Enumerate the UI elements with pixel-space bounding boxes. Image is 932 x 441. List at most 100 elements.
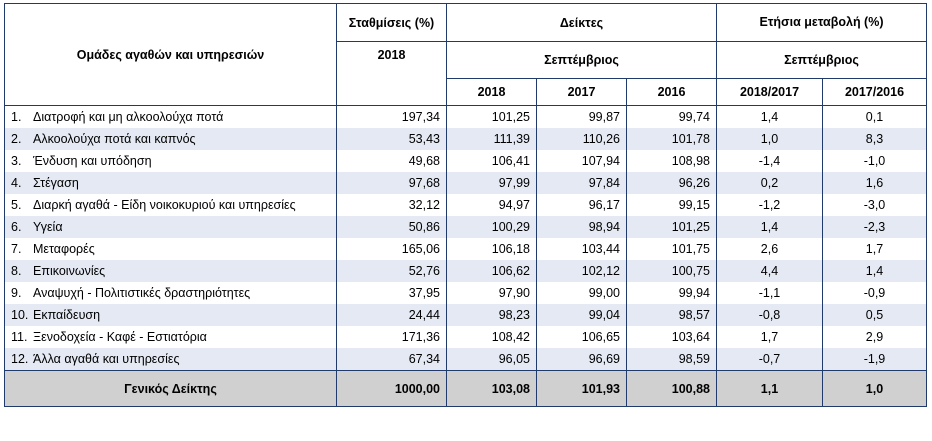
row-number: 3.: [11, 154, 22, 168]
row-index-2017: 96,69: [536, 348, 627, 371]
row-index-2017: 102,12: [536, 260, 627, 282]
row-index-2016: 98,57: [626, 304, 717, 326]
row-index-2018: 97,99: [446, 172, 537, 194]
row-change-2018-2017: 1,7: [716, 326, 823, 348]
row-index-2016: 103,64: [626, 326, 717, 348]
row-number: 9.: [11, 286, 22, 300]
row-group-name: 2. Αλκοολούχα ποτά και καπνός: [4, 128, 337, 150]
row-number: 7.: [11, 242, 22, 256]
row-label: Ξενοδοχεία - Καφέ - Εστιατόρια: [33, 330, 207, 344]
row-index-2017: 97,84: [536, 172, 627, 194]
row-change-2017-2016: 1,6: [822, 172, 927, 194]
change-2018-2017-header: 2018/2017: [716, 78, 823, 106]
table-row: 12. Άλλα αγαθά και υπηρεσίες 67,34 96,05 96,…: [4, 348, 927, 371]
table-row: 1. Διατροφή και μη αλκοολούχα ποτά 197,34 1…: [4, 105, 927, 128]
row-change-2018-2017: -1,2: [716, 194, 823, 216]
row-group-name: 12. Άλλα αγαθά και υπηρεσίες: [4, 348, 337, 371]
row-label: Επικοινωνίες: [33, 264, 106, 278]
row-label: Εκπαίδευση: [33, 308, 101, 322]
row-change-2018-2017: 1,4: [716, 216, 823, 238]
weights-year-header: 2018: [336, 41, 447, 106]
row-weight: 67,34: [336, 348, 447, 371]
row-change-2017-2016: -2,3: [822, 216, 927, 238]
year-2018-header: 2018: [446, 78, 537, 106]
row-label: Διαρκή αγαθά - Είδη νοικοκυριού και υπηρ…: [33, 198, 296, 212]
row-index-2017: 99,87: [536, 105, 627, 128]
row-number: 5.: [11, 198, 22, 212]
row-weight: 197,34: [336, 105, 447, 128]
row-weight: 165,06: [336, 238, 447, 260]
row-change-2018-2017: 1,0: [716, 128, 823, 150]
row-change-2018-2017: 2,6: [716, 238, 823, 260]
row-weight: 50,86: [336, 216, 447, 238]
row-index-2017: 99,00: [536, 282, 627, 304]
row-weight: 52,76: [336, 260, 447, 282]
row-number: 10.: [11, 308, 29, 322]
row-index-2016: 101,75: [626, 238, 717, 260]
year-2016-header: 2016: [626, 78, 717, 106]
indices-month-header: Σεπτέμβριος: [446, 41, 717, 79]
row-weight: 32,12: [336, 194, 447, 216]
row-index-2016: 99,74: [626, 105, 717, 128]
annual-change-month-header: Σεπτέμβριος: [716, 41, 927, 79]
row-label: Στέγαση: [33, 176, 79, 190]
row-index-2016: 98,59: [626, 348, 717, 371]
row-change-2017-2016: 0,5: [822, 304, 927, 326]
row-label: Αλκοολούχα ποτά και καπνός: [33, 132, 196, 146]
row-change-2017-2016: -0,9: [822, 282, 927, 304]
row-index-2017: 107,94: [536, 150, 627, 172]
row-label: Υγεία: [33, 220, 63, 234]
change-2017-2016-header: 2017/2016: [822, 78, 927, 106]
row-number: 12.: [11, 352, 29, 366]
row-index-2017: 98,94: [536, 216, 627, 238]
row-label: Άλλα αγαθά και υπηρεσίες: [33, 352, 180, 366]
row-index-2016: 108,98: [626, 150, 717, 172]
groups-header: Ομάδες αγαθών και υπηρεσιών: [4, 3, 337, 106]
row-index-2018: 106,62: [446, 260, 537, 282]
row-weight: 49,68: [336, 150, 447, 172]
row-change-2017-2016: 0,1: [822, 105, 927, 128]
weights-header: Σταθμίσεις (%): [336, 3, 447, 42]
row-index-2017: 103,44: [536, 238, 627, 260]
row-number: 1.: [11, 110, 22, 124]
row-group-name: 11. Ξενοδοχεία - Καφέ - Εστιατόρια: [4, 326, 337, 348]
row-index-2018: 106,41: [446, 150, 537, 172]
row-group-name: 7. Μεταφορές: [4, 238, 337, 260]
row-group-name: 4. Στέγαση: [4, 172, 337, 194]
row-index-2018: 97,90: [446, 282, 537, 304]
header-row-2: 2018 Σεπτέμβριος Σεπτέμβριος: [5, 41, 927, 106]
table-row: 7. Μεταφορές 165,06 106,18 103,44 101,75 2,6 1,…: [4, 238, 927, 260]
row-change-2018-2017: 4,4: [716, 260, 823, 282]
row-change-2017-2016: -1,0: [822, 150, 927, 172]
total-change-2017-2016: 1,0: [822, 370, 927, 407]
row-label: Αναψυχή - Πολιτιστικές δραστηριότητες: [33, 286, 251, 300]
row-index-2017: 106,65: [536, 326, 627, 348]
total-index-2016: 100,88: [626, 370, 717, 407]
row-change-2017-2016: -1,9: [822, 348, 927, 371]
table-row: 3. Ένδυση και υπόδηση 49,68 106,41 107,94 108…: [4, 150, 927, 172]
row-group-name: 10. Εκπαίδευση: [4, 304, 337, 326]
table-body: 1. Διατροφή και μη αλκοολούχα ποτά 197,34 1…: [4, 105, 927, 371]
row-index-2016: 101,25: [626, 216, 717, 238]
total-weight: 1000,00: [336, 370, 447, 407]
row-index-2018: 111,39: [446, 128, 537, 150]
row-label: Μεταφορές: [33, 242, 95, 256]
row-change-2017-2016: 2,9: [822, 326, 927, 348]
row-index-2016: 100,75: [626, 260, 717, 282]
table-row: 2. Αλκοολούχα ποτά και καπνός 53,43 111,39 1…: [4, 128, 927, 150]
row-index-2018: 101,25: [446, 105, 537, 128]
row-group-name: 9. Αναψυχή - Πολιτιστικές δραστηριότητες: [4, 282, 337, 304]
row-index-2017: 99,04: [536, 304, 627, 326]
row-change-2017-2016: 8,3: [822, 128, 927, 150]
indices-header: Δείκτες: [446, 3, 717, 42]
cpi-table: Ομάδες αγαθών και υπηρεσιών Σταθμίσεις (…: [4, 3, 927, 407]
table-row: 8. Επικοινωνίες 52,76 106,62 102,12 100,75 4,4…: [4, 260, 927, 282]
row-number: 6.: [11, 220, 22, 234]
table-row: 11. Ξενοδοχεία - Καφέ - Εστιατόρια 171,36 1…: [4, 326, 927, 348]
total-index-2017: 101,93: [536, 370, 627, 407]
header-row-1: Ομάδες αγαθών και υπηρεσιών Σταθμίσεις (…: [4, 3, 927, 106]
row-index-2016: 99,15: [626, 194, 717, 216]
annual-change-header: Ετήσια μεταβολή (%): [716, 3, 927, 42]
row-weight: 97,68: [336, 172, 447, 194]
row-index-2018: 96,05: [446, 348, 537, 371]
